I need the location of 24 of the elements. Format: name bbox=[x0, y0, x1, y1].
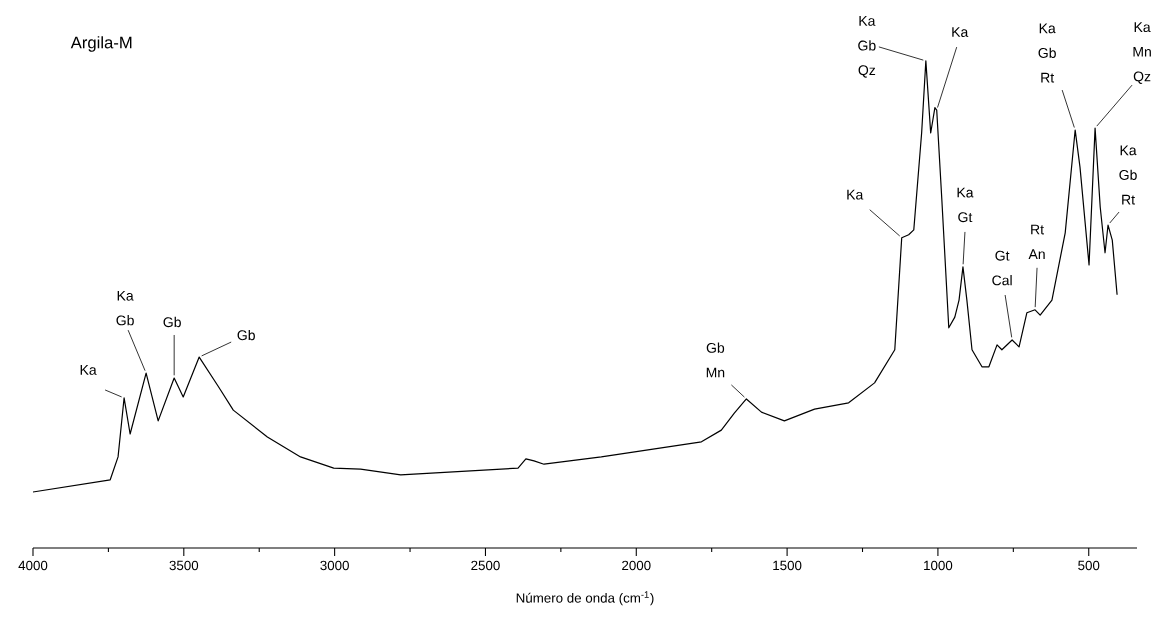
x-tick-label: 2000 bbox=[622, 560, 651, 571]
x-tick-label: 500 bbox=[1078, 560, 1100, 571]
x-tick-label: 4000 bbox=[18, 560, 48, 571]
x-tick-label: 3500 bbox=[169, 560, 199, 571]
annotation: Ka Gb Qz bbox=[858, 16, 876, 78]
annotation: Ka Gb Rt bbox=[1119, 145, 1137, 205]
x-tick-label: 2500 bbox=[471, 560, 500, 571]
annotation: Ka Mn Qz bbox=[1133, 22, 1151, 84]
x-tick-label: 3000 bbox=[320, 560, 349, 571]
annotation: Ka bbox=[952, 27, 969, 37]
x-axis-title: Número de onda (cm$^{-1}$) bbox=[516, 591, 654, 606]
annotation: Gb bbox=[237, 329, 255, 341]
annotation: Gb Mn bbox=[706, 342, 725, 378]
annotation: Rt An bbox=[1028, 224, 1045, 259]
x-tick-label: 1500 bbox=[773, 560, 802, 571]
annotation: Ka Gb Rt bbox=[1038, 23, 1056, 83]
chart-title: Argila-M bbox=[70, 36, 132, 52]
annotation: Ka bbox=[847, 189, 864, 200]
annotation: Ka Gt bbox=[957, 187, 974, 223]
annotation: Gt Cal bbox=[992, 250, 1012, 286]
annotation: Gb bbox=[163, 316, 181, 328]
annotation: Ka Gb bbox=[116, 290, 134, 326]
annotation: Ka bbox=[80, 365, 97, 375]
x-tick-label: 1000 bbox=[924, 560, 953, 571]
